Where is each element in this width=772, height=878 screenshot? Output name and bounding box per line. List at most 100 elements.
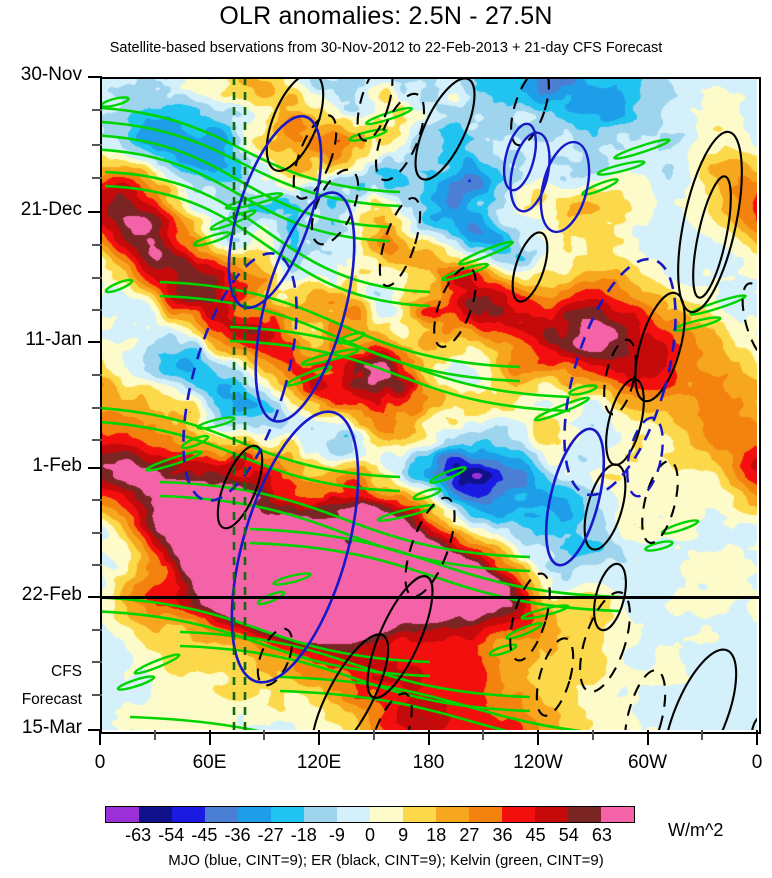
- colorbar-tick-label: 27: [459, 825, 480, 845]
- colorbar-band-4: [238, 807, 271, 822]
- cfs-forecast-label-line1: CFS: [51, 663, 82, 680]
- contour-legend-caption: MJO (blue, CINT=9); ER (black, CINT=9); …: [168, 852, 604, 869]
- kelvin-segment-29: [429, 466, 467, 484]
- y-axis-minor-tick: [92, 177, 102, 179]
- kelvin-contour-b-2: [104, 184, 431, 308]
- x-axis-tick: [99, 730, 101, 745]
- kelvin-segment-28: [336, 331, 366, 345]
- kelvin-segment-25: [660, 519, 700, 535]
- er-contour-22: [593, 562, 627, 632]
- y-axis-minor-tick: [92, 694, 102, 696]
- kelvin-segment-32: [104, 278, 134, 294]
- kelvin-segment-31: [613, 138, 671, 160]
- er-contour-31: [741, 282, 757, 362]
- hovmoller-plot: [100, 77, 757, 730]
- colorbar-band-14: [568, 807, 601, 822]
- kelvin-segment-12: [644, 540, 674, 552]
- kelvin-segment-17: [505, 622, 543, 640]
- kelvin-segment-0: [100, 96, 130, 108]
- er-contour-20: [509, 572, 551, 662]
- colorbar-band-5: [271, 807, 304, 822]
- x-axis-label: 120E: [296, 752, 342, 773]
- kelvin-segment-23: [457, 240, 515, 266]
- kelvin-segment-27: [224, 192, 284, 210]
- x-axis-tick: [208, 730, 211, 745]
- y-axis-minor-tick: [92, 532, 102, 534]
- mjo-contour-0: [227, 114, 323, 310]
- er-contour-24: [310, 633, 390, 730]
- colorbar-tick-label: -45: [191, 825, 218, 845]
- er-contour-25: [367, 692, 413, 730]
- er-contour-2: [356, 77, 394, 142]
- colorbar-band-10: [436, 807, 469, 822]
- colorbar-tick-label: -9: [328, 825, 345, 845]
- er-contour-12: [511, 231, 549, 303]
- er-contour-0: [265, 77, 325, 172]
- wave-contour-overlay: [100, 77, 757, 730]
- x-axis-tick: [646, 730, 649, 745]
- y-axis-label: 15-Mar: [21, 717, 82, 738]
- colorbar-tick-label: -36: [224, 825, 251, 845]
- x-axis-label: 0: [751, 752, 763, 773]
- y-axis-minor-tick: [92, 244, 102, 246]
- y-axis-minor-tick: [92, 499, 102, 501]
- er-contour-29: [535, 637, 575, 717]
- colorbar-band-1: [139, 807, 172, 822]
- kelvin-contour-4: [229, 325, 571, 399]
- x-axis-minor-tick: [153, 730, 156, 740]
- cfs-forecast-label-line2: Forecast: [21, 691, 82, 708]
- colorbar-tick-label: 36: [492, 825, 513, 845]
- colorbar-tick-label: 63: [591, 825, 612, 845]
- x-axis-minor-tick: [263, 730, 266, 740]
- mjo-contour-8: [626, 416, 664, 498]
- colorbar-tick-label: -18: [290, 825, 317, 845]
- y-axis-label: 30-Nov: [20, 64, 82, 85]
- er-contour-23: [256, 627, 294, 687]
- y-axis-minor-tick: [92, 439, 102, 441]
- er-contour-18: [404, 496, 456, 598]
- x-axis-tick: [756, 730, 758, 745]
- y-axis-minor-tick: [92, 374, 102, 376]
- y-axis-minor-tick: [92, 629, 102, 631]
- y-axis-label: 1-Feb: [32, 455, 82, 476]
- x-axis-label: 120W: [513, 752, 563, 773]
- kelvin-segment-21: [272, 572, 312, 586]
- y-axis-label: 11-Jan: [25, 329, 82, 350]
- er-contour-1: [292, 114, 338, 200]
- colorbar-band-2: [172, 807, 205, 822]
- kelvin-segment-13: [116, 675, 156, 691]
- y-axis-minor-tick: [92, 564, 102, 566]
- colorbar-band-12: [502, 807, 535, 822]
- mjo-contour-6: [563, 257, 677, 497]
- mjo-contour-7: [544, 427, 606, 567]
- y-axis-tick: [88, 341, 102, 343]
- er-contour-21: [579, 591, 631, 693]
- y-axis-tick: [88, 596, 102, 598]
- y-axis-minor-tick: [92, 277, 102, 279]
- kelvin-segment-16: [412, 487, 442, 501]
- x-axis-minor-tick: [482, 730, 485, 740]
- kelvin-contour-5: [100, 406, 401, 479]
- kelvin-segment-8: [256, 590, 286, 606]
- kelvin-contour-11: [129, 715, 260, 730]
- y-axis-tick: [88, 729, 102, 731]
- kelvin-segment-5: [581, 178, 619, 196]
- er-contour-16: [583, 463, 627, 551]
- kelvin-segment-9: [348, 128, 388, 142]
- x-axis-minor-tick: [591, 730, 594, 740]
- page-title: OLR anomalies: 2.5N - 27.5N: [219, 2, 553, 30]
- x-axis-label: 60W: [627, 752, 668, 773]
- y-axis-minor-tick: [92, 407, 102, 409]
- colorbar-tick-label: 54: [558, 825, 579, 845]
- x-axis-tick: [427, 730, 430, 745]
- colorbar-band-6: [304, 807, 337, 822]
- er-contour-4: [414, 77, 476, 181]
- page-subtitle: Satellite-based bservations from 30-Nov-…: [109, 40, 663, 56]
- kelvin-contour-9: [179, 630, 531, 699]
- kelvin-segment-24: [568, 384, 598, 396]
- x-axis-label: 0: [94, 752, 106, 773]
- colorbar-band-8: [370, 807, 403, 822]
- kelvin-segment-3: [376, 504, 436, 522]
- kelvin-contour-b-10: [279, 689, 508, 730]
- colorbar-band-13: [535, 807, 568, 822]
